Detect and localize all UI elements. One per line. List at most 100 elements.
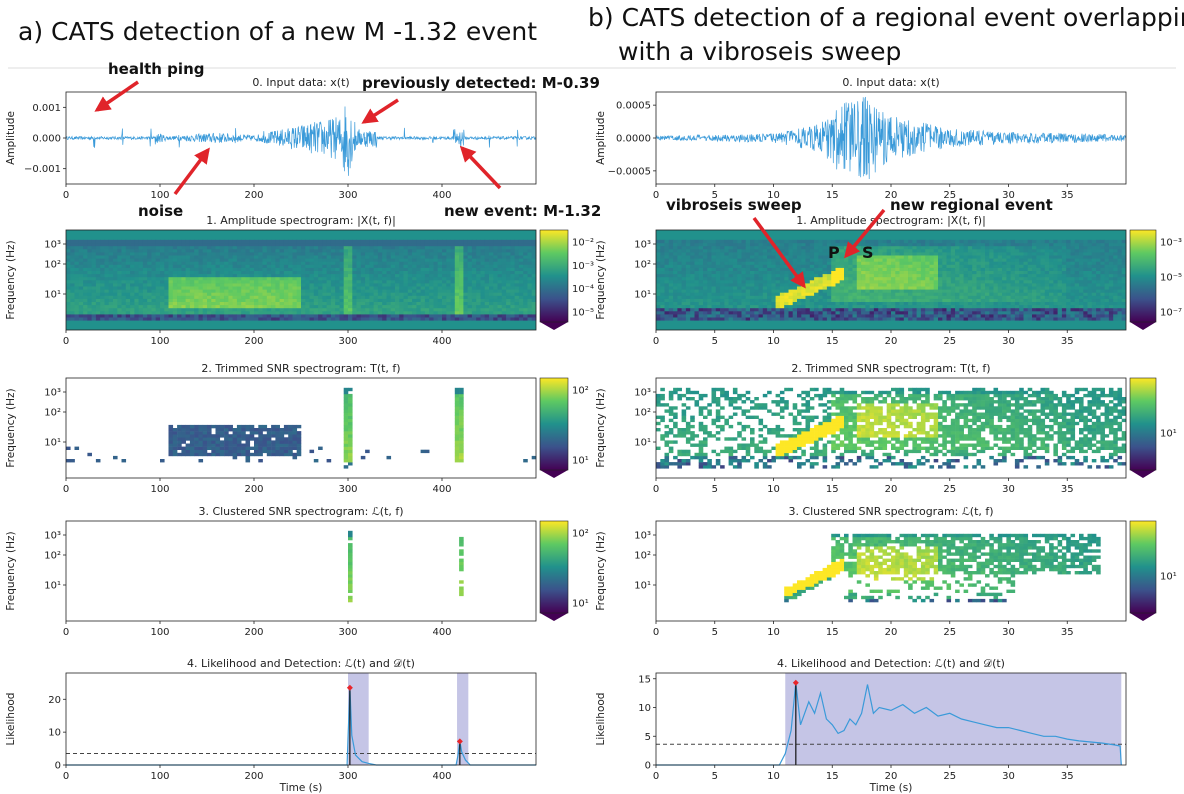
spectrogram-cell <box>194 239 199 244</box>
spectrogram-cell <box>104 239 110 244</box>
spectrogram-cell <box>339 304 345 309</box>
spectrogram-cell <box>420 270 426 275</box>
spectrogram-cell <box>424 304 430 309</box>
spectrogram-cell <box>262 301 268 306</box>
spectrogram-cell <box>228 298 233 302</box>
spectrogram-cell <box>801 273 806 278</box>
spectrogram-cell <box>681 298 687 302</box>
spectrogram-cell <box>775 307 781 312</box>
spectrogram-cell <box>66 311 71 315</box>
spectrogram-cell <box>510 301 515 306</box>
spectrogram-cell <box>805 304 811 309</box>
spectrogram-cell <box>784 273 789 278</box>
spectrogram-cell <box>241 446 246 450</box>
spectrogram-cell <box>754 304 759 309</box>
spectrogram-cell <box>805 289 811 293</box>
spectrogram-cell <box>343 286 349 290</box>
spectrogram-cell <box>814 314 819 318</box>
spectrogram-cell <box>471 307 477 312</box>
spectrogram-cell <box>390 286 396 290</box>
spectrogram-cell <box>484 273 490 278</box>
spectrogram-cell <box>420 267 426 271</box>
spectrogram-cell <box>694 249 700 253</box>
spectrogram-cell <box>104 242 110 247</box>
spectrogram-cell <box>373 249 379 253</box>
spectrogram-cell <box>750 317 755 321</box>
spectrogram-cell <box>66 301 71 306</box>
spectrogram-cell <box>698 249 704 253</box>
spectrogram-cell <box>446 264 451 268</box>
spectrogram-cell <box>185 317 191 321</box>
spectrogram-cell <box>207 434 212 438</box>
spectrogram-cell <box>288 304 293 309</box>
spectrogram-cell <box>681 264 687 268</box>
spectrogram-cell <box>356 292 362 296</box>
spectrogram-cell <box>382 304 387 309</box>
spectrogram-cell <box>715 273 721 278</box>
spectrogram-cell <box>232 455 238 460</box>
spectrogram-cell <box>784 301 789 306</box>
spectrogram-cell <box>313 286 319 290</box>
spectrogram-cell <box>189 252 195 256</box>
spectrogram-cell <box>446 261 451 265</box>
spectrogram-cell <box>433 307 439 312</box>
spectrogram-cell <box>809 245 815 250</box>
spectrogram-cell <box>527 252 533 256</box>
spectrogram-cell <box>181 431 186 435</box>
spectrogram-cell <box>382 276 387 281</box>
spectrogram-cell <box>108 252 114 256</box>
spectrogram-cell <box>160 301 165 306</box>
spectrogram-cell <box>818 280 823 284</box>
spectrogram-cell <box>189 283 195 287</box>
spectrogram-cell <box>835 242 841 247</box>
spectrogram-cell <box>762 314 768 318</box>
spectrogram-cell <box>467 276 473 281</box>
spectrogram-cell <box>518 314 524 318</box>
spectrogram-cell <box>869 239 875 244</box>
spectrogram-cell <box>501 301 507 306</box>
spectrogram-cell <box>856 289 862 293</box>
spectrogram-cell <box>343 434 349 438</box>
spectrogram-cell <box>215 273 221 278</box>
spectrogram-cell <box>750 249 755 253</box>
spectrogram-cell <box>236 283 242 287</box>
spectrogram-cell <box>463 289 468 293</box>
spectrogram-cell <box>160 270 165 275</box>
spectrogram-cell <box>360 239 366 244</box>
spectrogram-cell <box>330 283 336 287</box>
spectrogram-cell <box>660 273 665 278</box>
spectrogram-cell <box>219 270 225 275</box>
x-tick-label: 15 <box>826 190 839 201</box>
spectrogram-cell <box>279 276 285 281</box>
spectrogram-cell <box>831 245 836 250</box>
spectrogram-cell <box>694 301 700 306</box>
spectrogram-cell <box>724 314 729 318</box>
spectrogram-cell <box>681 249 687 253</box>
spectrogram-cell <box>100 258 105 262</box>
spectrogram-cell <box>301 264 306 268</box>
spectrogram-cell <box>685 286 691 290</box>
spectrogram-cell <box>694 311 700 315</box>
spectrogram-cell <box>296 298 302 302</box>
spectrogram-cell <box>831 283 836 287</box>
spectrogram-cell <box>506 264 511 268</box>
spectrogram-cell <box>395 245 400 250</box>
spectrogram-cell <box>762 245 768 250</box>
spectrogram-cell <box>822 286 828 290</box>
spectrogram-cell <box>66 280 71 284</box>
spectrogram-cell <box>878 242 883 247</box>
spectrogram-cell <box>360 258 366 262</box>
spectrogram-cell <box>826 301 832 306</box>
spectrogram-cell <box>758 283 764 287</box>
spectrogram-cell <box>130 242 135 247</box>
spectrogram-cell <box>805 295 811 299</box>
spectrogram-cell <box>236 424 242 429</box>
spectrogram-cell <box>463 249 468 253</box>
spectrogram-cell <box>886 311 892 315</box>
spectrogram-cell <box>134 286 139 290</box>
spectrogram-cell <box>801 252 806 256</box>
spectrogram-cell <box>656 270 661 275</box>
spectrogram-cell <box>130 317 135 321</box>
peak-marker <box>346 684 353 691</box>
spectrogram-cell <box>66 239 71 244</box>
